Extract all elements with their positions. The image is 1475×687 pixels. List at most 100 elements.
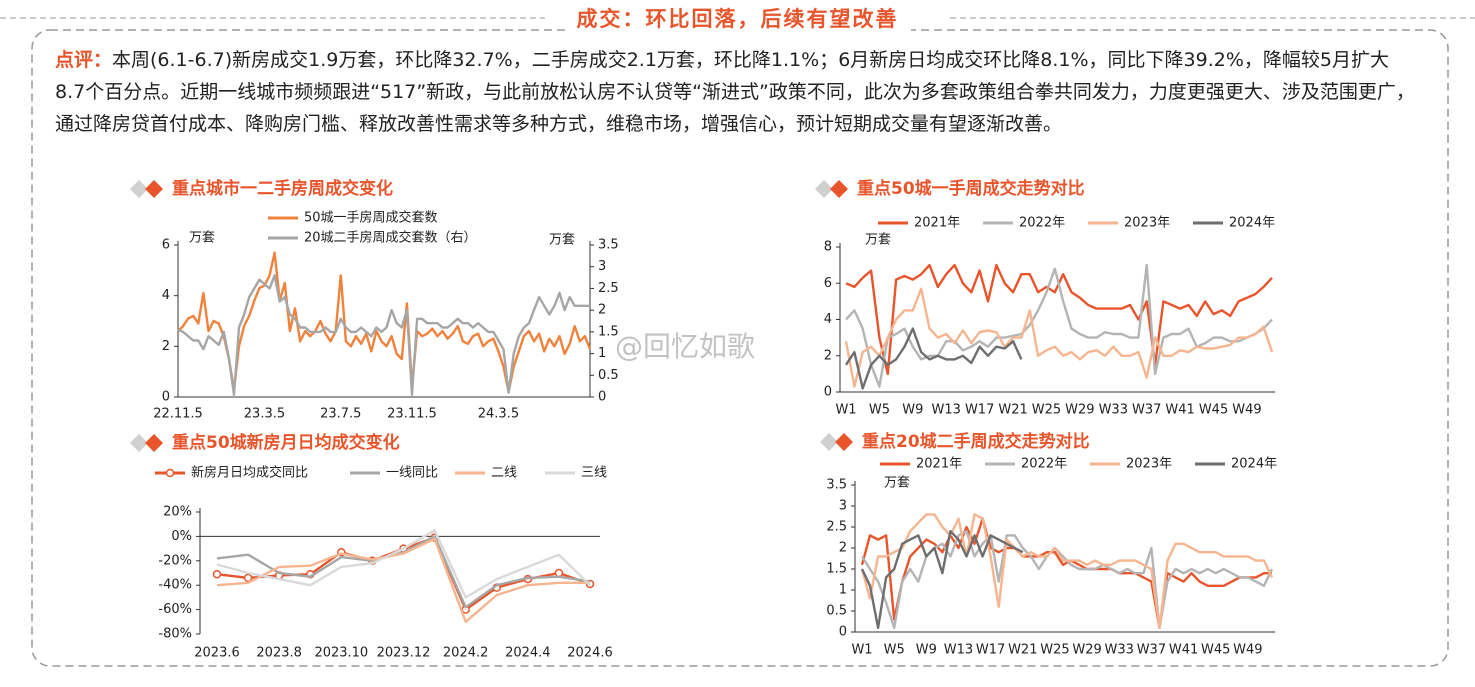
x-tick-label: W13 — [932, 403, 961, 418]
y2-tick-label: 2.5 — [598, 281, 619, 296]
x-tick-label: W1 — [835, 403, 856, 418]
x-tick-label: 2023.8 — [256, 646, 302, 661]
x-tick-label: W9 — [902, 403, 923, 418]
x-tick-label: W21 — [998, 403, 1027, 418]
y-axis-label: 万套 — [189, 230, 215, 246]
chart-title: 重点城市一二手房周成交变化 — [172, 178, 393, 199]
x-tick-label: W13 — [944, 643, 973, 658]
x-tick-label: W29 — [1065, 403, 1094, 418]
legend-label: 2022年 — [1021, 457, 1067, 472]
series-line — [860, 530, 1024, 629]
legend-label: 2023年 — [1126, 457, 1172, 472]
y2-tick-label: 3 — [598, 259, 606, 274]
y-axis-label: 万套 — [865, 232, 891, 248]
page-title: 成交：环比回落，后续有望改善 — [0, 3, 1475, 33]
title-icon — [130, 180, 148, 198]
y-tick-label: 6 — [162, 238, 170, 253]
legend-label: 一线同比 — [386, 466, 438, 481]
legend-label: 2021年 — [916, 457, 962, 472]
point-marker — [212, 569, 222, 579]
series-line — [177, 251, 592, 394]
y-tick-label: -20% — [158, 553, 192, 568]
y-tick-label: 0 — [824, 385, 832, 400]
x-tick-label: W33 — [1099, 403, 1128, 418]
x-tick-label: W37 — [1137, 643, 1166, 658]
x-tick-label: 2024.4 — [505, 646, 551, 661]
x-tick-label: 2024.2 — [443, 646, 489, 661]
chart-title: 重点50城一手周成交走势对比 — [857, 178, 1085, 199]
x-tick-label: 23.7.5 — [320, 407, 361, 422]
x-tick-label: W29 — [1072, 643, 1101, 658]
x-tick-label: W41 — [1165, 403, 1194, 418]
y-axis-label: 万套 — [884, 475, 910, 491]
x-tick-label: 2024.6 — [567, 646, 613, 661]
x-tick-label: 23.11.5 — [387, 407, 437, 422]
legend-label: 2021年 — [914, 216, 960, 231]
y2-tick-label: 0 — [598, 390, 606, 405]
x-tick-label: W25 — [1032, 403, 1061, 418]
chart-title: 重点50城新房月日均成交变化 — [172, 432, 400, 453]
series-line — [844, 287, 1274, 388]
y-tick-label: -40% — [158, 578, 192, 593]
title-icon — [835, 433, 853, 451]
series-line — [845, 263, 1273, 388]
y2-tick-label: 3.5 — [598, 238, 619, 253]
y-tick-label: -80% — [158, 627, 192, 642]
x-tick-label: 24.3.5 — [478, 407, 519, 422]
point-marker — [243, 573, 253, 583]
x-tick-label: W49 — [1232, 403, 1261, 418]
series-line — [216, 537, 590, 623]
series-line — [177, 274, 590, 396]
series-line — [844, 327, 1023, 390]
x-tick-label: W5 — [884, 643, 905, 658]
y-tick-label: 0 — [839, 625, 847, 640]
legend-label: 2024年 — [1231, 457, 1277, 472]
chart-title: 重点20城二手周成交走势对比 — [862, 431, 1090, 452]
x-tick-label: W5 — [869, 403, 890, 418]
watermark: @回忆如歌 — [615, 330, 756, 363]
legend-label: 2022年 — [1019, 216, 1065, 231]
series-line — [860, 517, 1272, 629]
x-tick-label: W17 — [976, 643, 1005, 658]
legend-label: 2023年 — [1124, 216, 1170, 231]
point-marker — [554, 568, 564, 578]
y-tick-label: -60% — [158, 602, 192, 617]
x-tick-label: W45 — [1199, 403, 1228, 418]
y-tick-label: 3 — [839, 499, 847, 514]
legend-label: 新房月日均成交同比 — [191, 465, 308, 481]
comment-label: 点评： — [55, 49, 113, 71]
y-tick-label: 1 — [839, 583, 847, 598]
y2-tick-label: 0.5 — [598, 368, 619, 383]
legend-label: 50城一手房周成交套数 — [304, 210, 438, 226]
legend-marker — [165, 468, 175, 478]
x-tick-label: 23.3.5 — [244, 407, 285, 422]
y-tick-label: 0% — [171, 529, 192, 544]
x-tick-label: W1 — [851, 643, 872, 658]
title-icon — [145, 180, 163, 198]
legend-label: 2024年 — [1229, 216, 1275, 231]
comment: 点评：本周(6.1-6.7)新房成交1.9万套，环比降32.7%，二手房成交2.… — [55, 44, 1415, 140]
legend-label: 20城二手房周成交套数（右） — [304, 230, 477, 246]
y-tick-label: 2 — [824, 348, 832, 363]
y-tick-label: 2.5 — [826, 520, 847, 535]
title-icon — [820, 433, 838, 451]
y2-axis-label: 万套 — [549, 232, 575, 248]
y-tick-label: 0 — [162, 390, 170, 405]
y-tick-label: 4 — [824, 312, 832, 327]
x-tick-label: W45 — [1201, 643, 1230, 658]
y2-tick-label: 2 — [598, 303, 606, 318]
legend-label: 三线 — [581, 466, 607, 481]
y-tick-label: 2 — [839, 541, 847, 556]
series-line — [860, 513, 1274, 629]
title-icon — [830, 180, 848, 198]
x-tick-label: 2023.10 — [314, 646, 368, 661]
x-tick-label: W9 — [916, 643, 937, 658]
title-icon — [815, 180, 833, 198]
x-tick-label: W25 — [1040, 643, 1069, 658]
x-tick-label: 22.11.5 — [153, 407, 203, 422]
x-tick-label: 2023.12 — [377, 646, 431, 661]
legend-label: 二线 — [491, 466, 517, 481]
y-tick-label: 4 — [162, 288, 170, 303]
